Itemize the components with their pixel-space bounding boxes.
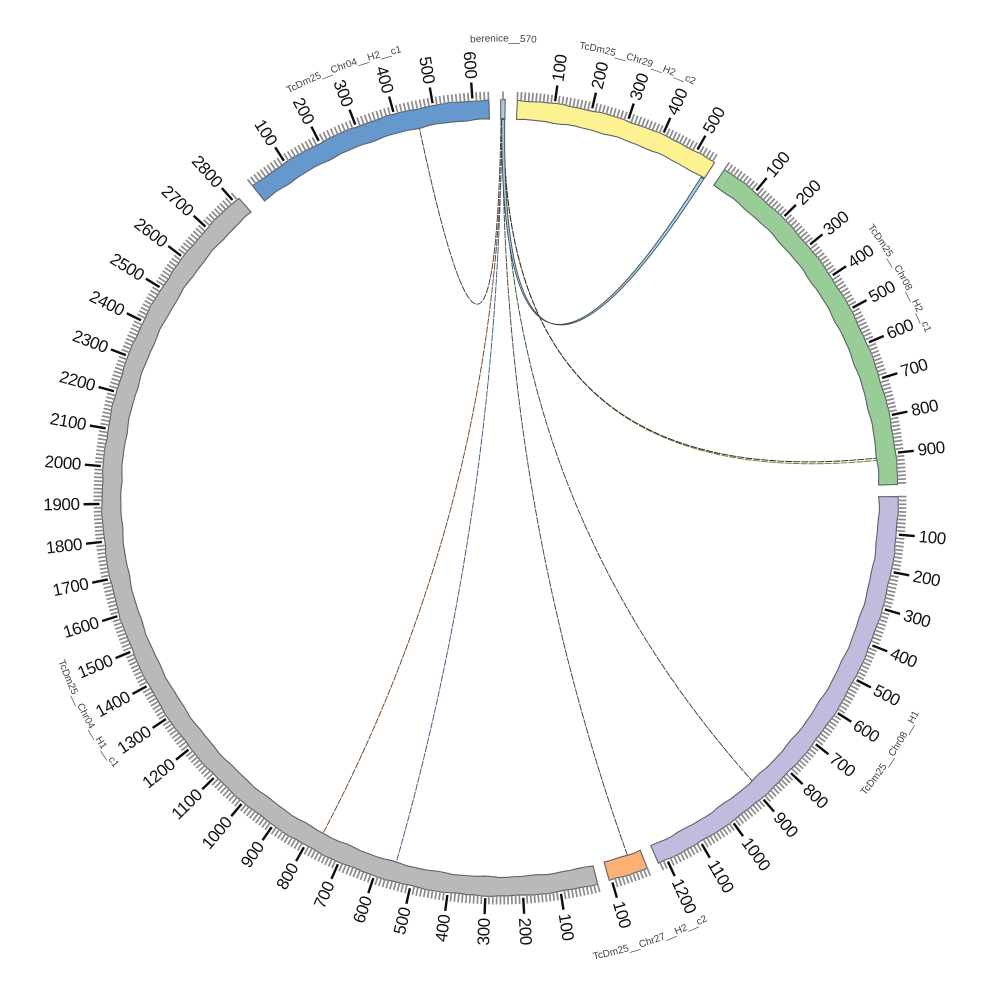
svg-text:100: 100 <box>548 53 571 83</box>
svg-text:500: 500 <box>415 55 438 85</box>
svg-text:200: 200 <box>515 917 536 945</box>
svg-text:1900: 1900 <box>43 495 79 515</box>
svg-text:200: 200 <box>911 567 941 591</box>
svg-text:100: 100 <box>555 912 578 942</box>
svg-text:300: 300 <box>474 918 494 946</box>
svg-text:100: 100 <box>918 527 947 548</box>
svg-text:400: 400 <box>432 914 454 943</box>
svg-text:berenice__570: berenice__570 <box>470 33 538 45</box>
svg-text:1800: 1800 <box>45 535 83 558</box>
svg-text:2000: 2000 <box>44 452 82 474</box>
svg-text:900: 900 <box>917 438 946 460</box>
svg-text:600: 600 <box>460 51 481 79</box>
